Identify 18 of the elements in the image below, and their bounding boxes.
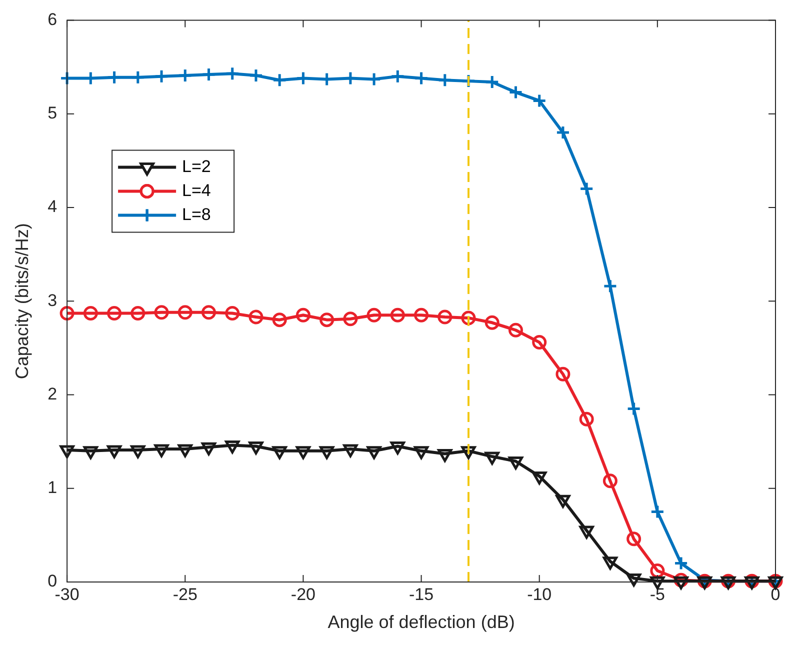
x-tick-label: -15: [408, 584, 434, 604]
y-tick-label: 5: [48, 104, 58, 123]
y-tick-label: 6: [48, 10, 58, 29]
x-tick-label: -25: [172, 584, 198, 604]
x-axis-title: Angle of deflection (dB): [328, 612, 515, 632]
y-tick-label: 2: [48, 384, 58, 404]
x-tick-label: -20: [290, 584, 316, 604]
x-tick-label: -30: [54, 584, 80, 604]
y-tick-label: 1: [48, 478, 58, 498]
legend-label: L=8: [182, 204, 211, 224]
y-tick-label: 0: [48, 572, 58, 591]
legend-label: L=4: [182, 180, 211, 200]
x-tick-label: -10: [527, 584, 552, 604]
y-tick-label: 4: [48, 197, 58, 216]
x-tick-label: -5: [650, 584, 665, 604]
legend-label: L=2: [182, 156, 211, 176]
y-tick-label: 3: [48, 290, 58, 310]
y-axis-title: Capacity (bits/s/Hz): [12, 223, 32, 380]
